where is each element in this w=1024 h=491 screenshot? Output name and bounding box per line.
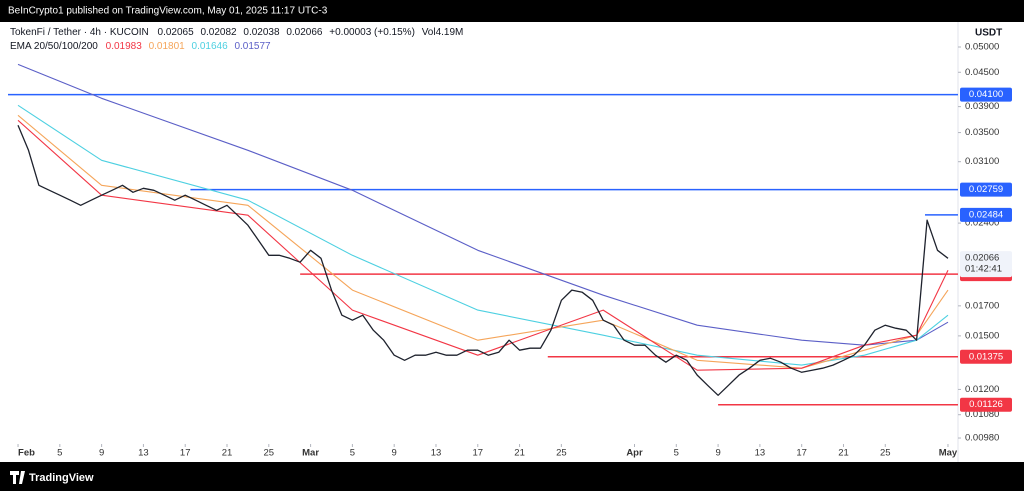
countdown: 01:42:41 — [965, 264, 1002, 275]
change: +0.00003 (+0.15%) — [329, 27, 415, 38]
x-tick-label: 21 — [514, 448, 525, 459]
x-tick-label: 5 — [350, 448, 355, 459]
ema-line — [17, 119, 949, 371]
ema-value: 0.01801 — [149, 41, 186, 52]
ema-line — [17, 104, 949, 366]
x-tick-label: Mar — [302, 448, 319, 459]
open: 0.02065 — [158, 27, 195, 38]
y-tick-label: 0.01200 — [965, 384, 999, 395]
x-tick-label: Apr — [626, 448, 643, 459]
symbol: TokenFi / Tether · 4h · KUCOIN — [10, 27, 149, 38]
volume: Vol4.19M — [422, 27, 464, 38]
ema-label: EMA 20/50/100/200 — [10, 41, 98, 52]
chart-area — [0, 22, 1024, 462]
x-tick-label: May — [939, 448, 958, 459]
x-tick-label: 21 — [222, 448, 233, 459]
x-tick-label: 17 — [472, 448, 483, 459]
ema-line — [17, 63, 949, 346]
ema-value: 0.01646 — [192, 41, 229, 52]
high: 0.02082 — [200, 27, 237, 38]
y-tick-label: 0.01080 — [965, 409, 999, 420]
last-price-box — [960, 251, 1012, 278]
x-tick-label: 25 — [880, 448, 891, 459]
last-price-label: 0.02066 — [965, 253, 999, 264]
level-label-box — [960, 397, 1012, 412]
ema-value: 0.01983 — [106, 41, 143, 52]
x-tick-label: 17 — [796, 448, 807, 459]
close: 0.02066 — [286, 27, 323, 38]
level-label: 0.04100 — [969, 89, 1003, 100]
low: 0.02038 — [243, 27, 280, 38]
y-tick-label: 0.01700 — [965, 300, 999, 311]
x-tick-label: 13 — [755, 448, 766, 459]
currency: USDT — [975, 28, 1002, 39]
y-tick-label: 0.00980 — [965, 433, 999, 444]
x-tick-label: 5 — [57, 448, 62, 459]
bottom-bar — [0, 462, 1024, 491]
x-tick-label: 25 — [264, 448, 275, 459]
x-tick-label: 17 — [180, 448, 191, 459]
y-tick-label: 0.05000 — [965, 42, 999, 53]
plot — [8, 63, 958, 406]
level-label-box — [960, 87, 1012, 102]
x-tick-label: 13 — [138, 448, 149, 459]
x-tick-label: Feb — [18, 448, 35, 459]
symbol-line: TokenFi / Tether · 4h · KUCOIN 0.02065 0… — [10, 27, 463, 38]
level-label: 0.02759 — [969, 184, 1003, 195]
x-tick-label: 9 — [715, 448, 720, 459]
level-label: 0.01375 — [969, 351, 1003, 362]
level-label: 0.02484 — [969, 209, 1003, 220]
y-tick-label: 0.01500 — [965, 330, 999, 341]
y-tick-label: 0.02400 — [965, 218, 999, 229]
x-tick-label: 9 — [392, 448, 397, 459]
x-tick-label: 21 — [838, 448, 849, 459]
y-tick-label: 0.03500 — [965, 127, 999, 138]
ema-value: 0.01577 — [234, 41, 271, 52]
y-tick-label: 0.03900 — [965, 101, 999, 112]
brand-name: TradingView — [29, 472, 94, 484]
ema-line: EMA 20/50/100/200 0.01983 0.01801 0.0164… — [10, 41, 271, 52]
x-tick-label: 13 — [431, 448, 442, 459]
top-bar — [0, 0, 1024, 22]
x-tick-label: 25 — [556, 448, 567, 459]
x-tick-label: 9 — [99, 448, 104, 459]
y-tick-label: 0.04500 — [965, 67, 999, 78]
brand-logo — [10, 471, 25, 484]
x-tick-label: 5 — [674, 448, 679, 459]
level-label-box — [960, 207, 1012, 222]
level-label-box — [960, 182, 1012, 197]
price-line — [17, 124, 949, 396]
published-note: BeInCrypto1 published on TradingView.com… — [8, 6, 328, 17]
level-label-box — [960, 349, 1012, 364]
y-tick-label: 0.03100 — [965, 156, 999, 167]
level-label: 0.01126 — [969, 399, 1003, 410]
